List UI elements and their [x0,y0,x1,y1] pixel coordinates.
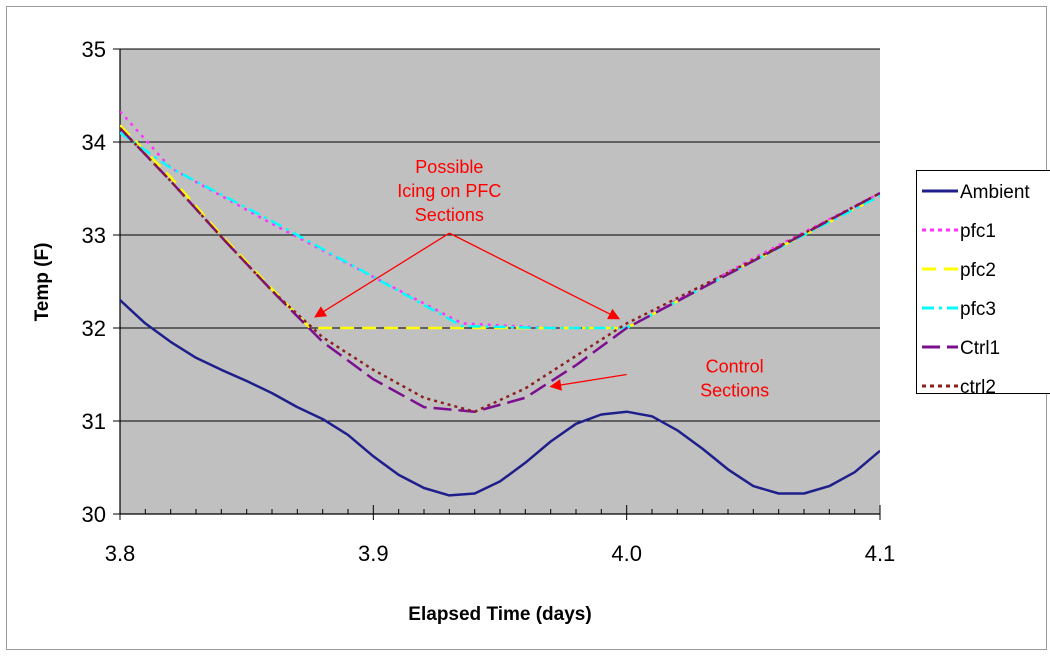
legend: Ambient pfc1 pfc2 pfc3 Ctrl1 ctrl2 [916,170,1050,398]
plot-area [120,49,880,514]
annotation-arrow [449,232,621,320]
legend-label: Ambient [960,182,1030,203]
annotation-text: Control [706,357,764,377]
x-tick-label: 3.9 [358,541,389,566]
annotation-text: Icing on PFC [397,181,501,201]
legend-label: pfc2 [960,260,996,281]
annotation-arrow [314,232,450,318]
annotation-text: Sections [415,205,484,225]
y-tick-label: 33 [82,223,106,248]
annotation-text: Sections [700,381,769,401]
y-tick-label: 35 [82,37,106,62]
series-lines [120,110,880,497]
legend-label: ctrl2 [960,377,996,398]
legend-label: Ctrl1 [960,338,1000,359]
x-axis-tick-labels: 3.8 3.9 4.0 4.1 [105,541,896,566]
annotation-text: Possible [415,157,483,177]
x-tick-label: 3.8 [105,541,136,566]
y-axis-tick-labels: 30 31 32 33 34 35 [82,37,106,527]
legend-label: pfc3 [960,299,996,320]
series-line-ambient [120,299,880,497]
y-tick-label: 31 [82,409,106,434]
y-tick-label: 30 [82,502,106,527]
series-line-ctrl1 [120,127,880,413]
annotation-arrow [549,373,627,391]
y-tick-label: 34 [82,130,106,155]
x-tick-label: 4.0 [611,541,642,566]
x-tick-label: 4.1 [865,541,896,566]
x-axis-label: Elapsed Time (days) [408,604,591,625]
y-axis-label: Temp (F) [32,243,53,322]
annotations: Possible Icing on PFC Sections Control Secti… [314,157,769,401]
legend-box [916,170,1050,394]
legend-label: pfc1 [960,221,996,242]
series-line-ctrl2 [120,127,880,413]
y-tick-label: 32 [82,316,106,341]
